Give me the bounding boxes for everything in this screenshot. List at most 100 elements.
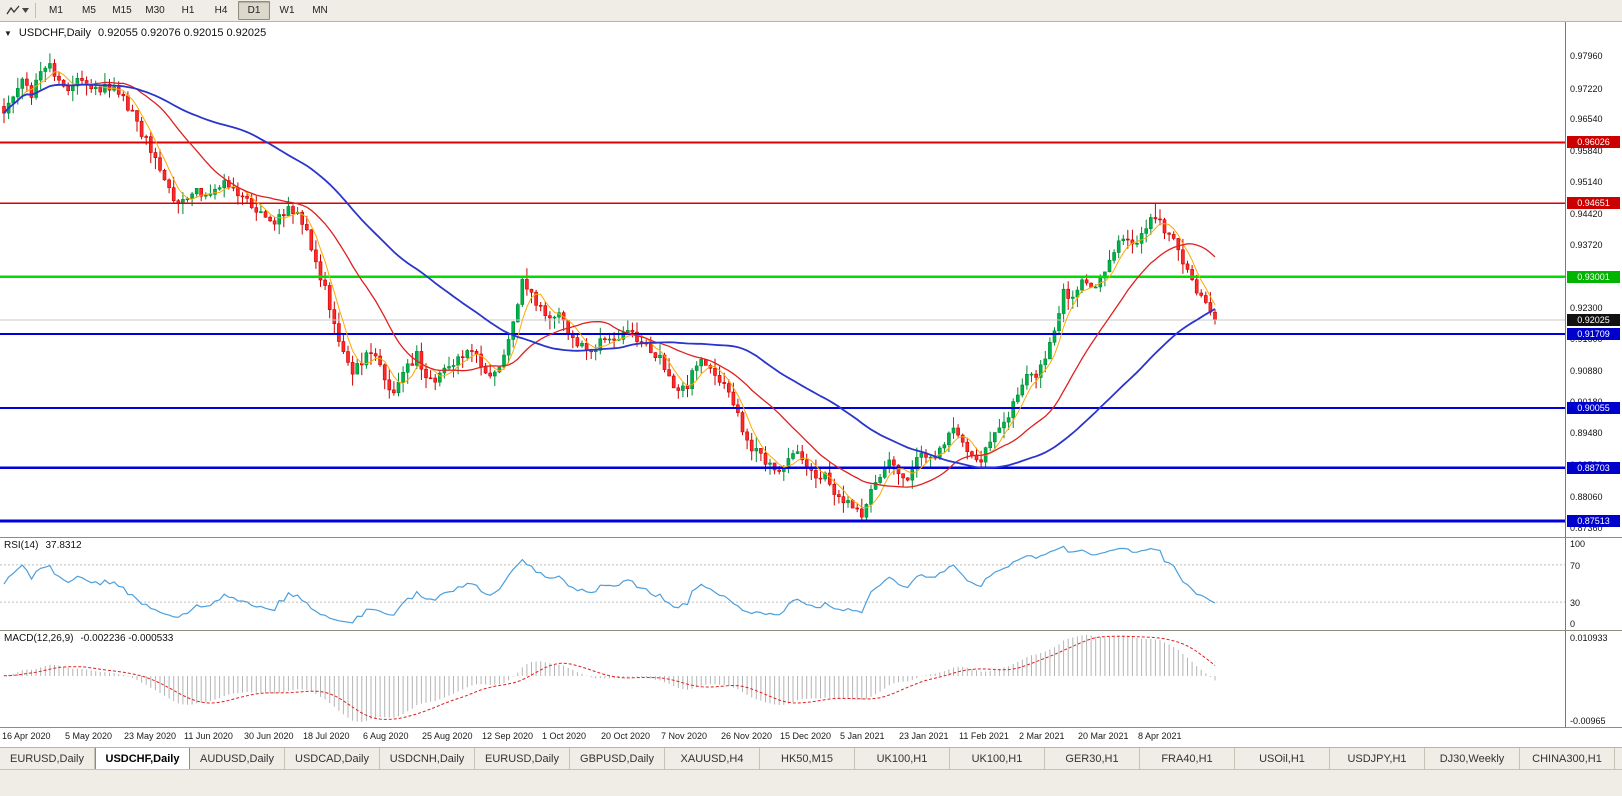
timeframe-button-m30[interactable]: M30 — [145, 5, 165, 16]
price-scale-label: 0.95840 — [1570, 146, 1603, 156]
chart-tab-eurusd-daily[interactable]: EURUSD,Daily — [475, 748, 570, 769]
chart-tab-dj30-weekly[interactable]: DJ30,Weekly — [1425, 748, 1520, 769]
timeframe-button-d1[interactable]: D1 — [238, 1, 270, 20]
chart-tab-xauusd-h4[interactable]: XAUUSD,H4 — [665, 748, 760, 769]
macd-name: MACD(12,26,9) — [4, 633, 74, 644]
timeframe-toolbar: M1 M5 M15 M30 H1 H4 D1 W1 MN — [40, 1, 336, 20]
chart-tab-fra40-h1[interactable]: FRA40,H1 — [1140, 748, 1235, 769]
price-scale-label: 0.93720 — [1570, 240, 1603, 250]
timeframe-button-mn[interactable]: MN — [312, 5, 328, 16]
chart-tab-usoil-h1[interactable]: USOil,H1 — [1235, 748, 1330, 769]
rsi-scale-label: 30 — [1570, 598, 1581, 608]
chart-cursor-tool-icon[interactable] — [3, 2, 31, 20]
price-tag-088703: 0.88703 — [1567, 462, 1620, 474]
timeframe-button-m5[interactable]: M5 — [82, 5, 96, 16]
top-toolbar: M1 M5 M15 M30 H1 H4 D1 W1 MN — [0, 0, 1622, 22]
timeframe-button-m1[interactable]: M1 — [49, 5, 63, 16]
time-axis-label: 26 Nov 2020 — [721, 731, 773, 741]
macd-scale-min: -0.00965 — [1570, 716, 1606, 726]
price-scale-label: 0.94420 — [1570, 209, 1603, 219]
status-bar — [0, 769, 1622, 796]
price-scale-label: 0.97960 — [1570, 51, 1603, 61]
price-scale-label: 0.88060 — [1570, 492, 1603, 502]
price-tag-093001: 0.93001 — [1567, 271, 1620, 283]
rsi-panel-canvas[interactable] — [0, 537, 1565, 630]
price-scale-label: 0.87360 — [1570, 523, 1603, 533]
macd-scale-max: 0.010933 — [1570, 633, 1608, 643]
time-axis-label: 1 Oct 2020 — [542, 731, 587, 741]
chart-tab-bar: EURUSD,Daily USDCHF,Daily AUDUSD,Daily USDC… — [0, 747, 1622, 769]
time-axis-label: 5 Jan 2021 — [840, 731, 885, 741]
time-axis-label: 8 Apr 2021 — [1138, 731, 1182, 741]
time-axis-label: 23 May 2020 — [124, 731, 177, 741]
chart-tab-uk100-h1[interactable]: UK100,H1 — [950, 748, 1045, 769]
time-axis-label: 20 Oct 2020 — [601, 731, 651, 741]
chart-tab-audusd-daily[interactable]: AUDUSD,Daily — [190, 748, 285, 769]
chart-tab-hk50-m15[interactable]: HK50,M15 — [760, 748, 855, 769]
panel-divider — [0, 727, 1622, 728]
price-scale-label: 0.89480 — [1570, 428, 1603, 438]
time-axis-label: 5 May 2020 — [65, 731, 113, 741]
time-axis-label: 2 Mar 2021 — [1019, 731, 1065, 741]
price-chart-canvas[interactable] — [0, 22, 1565, 537]
time-axis[interactable]: 16 Apr 2020 5 May 2020 23 May 2020 11 Jun 2… — [0, 727, 1622, 747]
price-tag-096026: 0.96026 — [1567, 136, 1620, 148]
timeframe-button-m15[interactable]: M15 — [112, 5, 132, 16]
price-scale-label: 0.90880 — [1570, 366, 1603, 376]
price-tag-090055: 0.90055 — [1567, 402, 1620, 414]
macd-values: -0.002236 -0.000533 — [80, 633, 174, 644]
chart-tab-uk100-h1[interactable]: UK100,H1 — [855, 748, 950, 769]
rsi-indicator-label: RSI(14) 37.8312 — [4, 540, 82, 551]
price-scale-label: 0.97220 — [1570, 84, 1603, 94]
price-scale[interactable]: 0.97960 0.97220 0.96540 0.95840 0.95140 0.944… — [1565, 22, 1622, 727]
price-tag-092025: 0.92025 — [1567, 314, 1620, 326]
dropdown-arrow-icon — [21, 8, 29, 13]
time-axis-label: 6 Aug 2020 — [363, 731, 409, 741]
chart-tab-usdcad-daily[interactable]: USDCAD,Daily — [285, 748, 380, 769]
macd-indicator-label: MACD(12,26,9) -0.002236 -0.000533 — [4, 633, 173, 644]
time-axis-label: 15 Dec 2020 — [780, 731, 832, 741]
fast-ma — [3, 71, 1216, 509]
time-axis-label: 30 Jun 2020 — [244, 731, 294, 741]
timeframe-button-h1[interactable]: H1 — [181, 5, 195, 16]
chart-tab-china300-h1[interactable]: CHINA300,H1 — [1520, 748, 1615, 769]
time-axis-label: 11 Jun 2020 — [184, 731, 233, 741]
zigzag-line-icon — [5, 5, 19, 14]
price-scale-label: 0.96540 — [1570, 114, 1603, 124]
time-axis-label: 25 Aug 2020 — [422, 731, 473, 741]
timeframe-button-w1[interactable]: W1 — [279, 5, 295, 16]
price-scale-label: 0.95140 — [1570, 177, 1603, 187]
panel-divider[interactable] — [0, 630, 1622, 631]
chart-tab-usdjpy-h1[interactable]: USDJPY,H1 — [1330, 748, 1425, 769]
time-axis-label: 20 Mar 2021 — [1078, 731, 1129, 741]
chart-symbol-label: USDCHF,Daily — [18, 27, 92, 39]
price-scale-label: 0.92300 — [1570, 303, 1603, 313]
rsi-scale-label: 0 — [1570, 619, 1576, 629]
chart-tab-ger30-h1[interactable]: GER30,H1 — [1045, 748, 1140, 769]
rsi-scale-label: 70 — [1570, 561, 1581, 571]
toolbar-separator — [35, 3, 36, 18]
chart-menu-arrow-icon[interactable]: ▼ — [4, 28, 12, 38]
time-axis-label: 7 Nov 2020 — [661, 731, 708, 741]
time-axis-label: 12 Sep 2020 — [482, 731, 534, 741]
time-axis-label: 16 Apr 2020 — [2, 731, 51, 741]
macd-panel-canvas[interactable] — [0, 630, 1565, 727]
time-axis-label: 23 Jan 2021 — [899, 731, 949, 741]
time-axis-label: 11 Feb 2021 — [959, 731, 1009, 741]
chart-title: ▼ USDCHF,Daily 0.92055 0.92076 0.92015 0… — [4, 27, 266, 39]
rsi-scale-label: 100 — [1570, 539, 1586, 549]
chart-tab-eurusd-daily[interactable]: EURUSD,Daily — [0, 748, 95, 769]
timeframe-button-h4[interactable]: H4 — [214, 5, 228, 16]
time-axis-label: 18 Jul 2020 — [303, 731, 350, 741]
price-tag-091709: 0.91709 — [1567, 328, 1620, 340]
chart-tab-gbpusd-daily[interactable]: GBPUSD,Daily — [570, 748, 665, 769]
chart-tab-usdcnh-daily[interactable]: USDCNH,Daily — [380, 748, 475, 769]
panel-divider[interactable] — [0, 537, 1622, 538]
slow-ma — [3, 83, 1216, 469]
medium-ma — [3, 81, 1216, 488]
chart-ohlc-values: 0.92055 0.92076 0.92015 0.92025 — [98, 27, 267, 39]
chart-tab-usdchf-daily[interactable]: USDCHF,Daily — [95, 748, 190, 769]
price-tag-094651: 0.94651 — [1567, 197, 1620, 209]
rsi-value: 37.8312 — [45, 540, 82, 551]
rsi-name: RSI(14) — [4, 540, 39, 551]
